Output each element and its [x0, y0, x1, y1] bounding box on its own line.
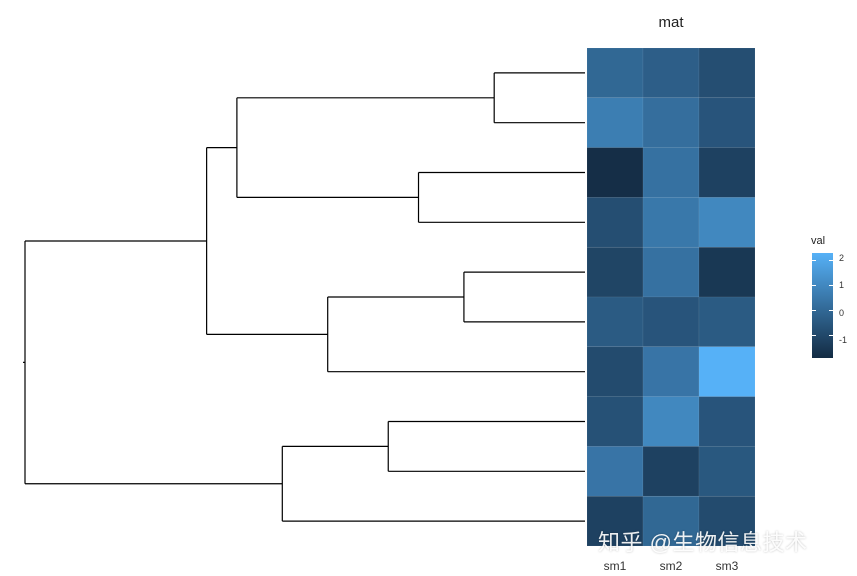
column-label-sm1: sm1	[603, 559, 627, 573]
heatmap-cell-r10-sm3	[698, 495, 756, 547]
legend-title: val	[811, 235, 826, 247]
heatmap-cell-r1-sm2	[642, 47, 700, 99]
heatmap-cell-r8-sm3	[698, 396, 756, 447]
heatmap-cell-r5-sm2	[642, 246, 700, 298]
heatmap-cell-r9-sm1	[586, 446, 644, 497]
heatmap-cell-r6-sm2	[642, 296, 700, 348]
heatmap-cell-r8-sm1	[586, 396, 644, 447]
heatmap-cell-r4-sm1	[586, 197, 644, 248]
heatmap-cell-r10-sm1	[586, 495, 644, 547]
heatmap-cell-r3-sm2	[642, 147, 700, 198]
heatmap-cell-r9-sm3	[698, 446, 756, 497]
column-label-sm2: sm2	[659, 559, 683, 573]
legend-colorbar	[812, 253, 833, 358]
heatmap-cell-r9-sm2	[642, 446, 700, 497]
heatmap-cell-r3-sm1	[586, 147, 644, 198]
heatmap-cell-r6-sm1	[586, 296, 644, 348]
legend-tick-1: 1	[839, 280, 845, 290]
legend-tick-neg1: -1	[839, 335, 848, 345]
watermark-text: 知乎 @生物信息技术	[598, 530, 808, 555]
heatmap-cell-r8-sm2	[642, 396, 700, 447]
heatmap-cell-r2-sm3	[698, 97, 756, 148]
heatmap-cell-r3-sm3	[698, 147, 756, 198]
heatmap-title: mat	[658, 14, 684, 31]
legend-tick-2: 2	[839, 253, 845, 263]
heatmap-cell-r5-sm3	[698, 246, 756, 298]
heatmap-cell-r7-sm3	[698, 346, 756, 397]
heatmap-cell-r7-sm2	[642, 346, 700, 397]
heatmap-cell-r10-sm2	[642, 495, 700, 547]
legend-tick-0: 0	[839, 308, 845, 318]
heatmap-cell-r4-sm2	[642, 197, 700, 248]
heatmap-cell-r1-sm3	[698, 47, 756, 99]
heatmap-cell-r2-sm1	[586, 97, 644, 148]
column-label-sm3: sm3	[715, 559, 739, 573]
heatmap-cell-r2-sm2	[642, 97, 700, 148]
heatmap-cell-r4-sm3	[698, 197, 756, 248]
heatmap-cell-r6-sm3	[698, 296, 756, 348]
heatmap-cell-r5-sm1	[586, 246, 644, 298]
heatmap-cell-r1-sm1	[586, 47, 644, 99]
heatmap-cell-r7-sm1	[586, 346, 644, 397]
